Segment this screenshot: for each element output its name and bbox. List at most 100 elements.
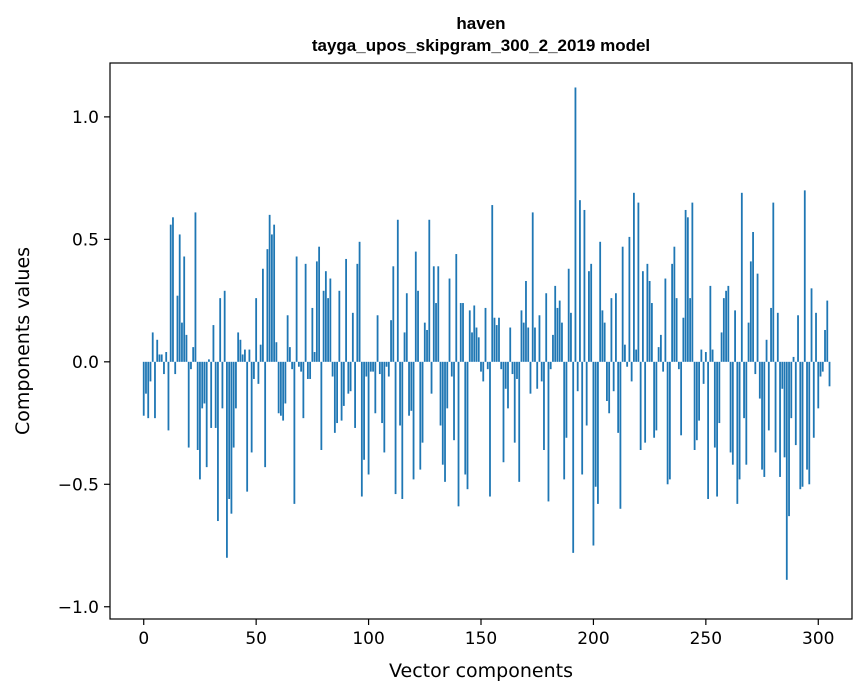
bar — [797, 315, 799, 362]
bar — [145, 361, 147, 394]
bar — [630, 361, 633, 382]
bar — [776, 312, 779, 362]
bar — [808, 361, 811, 485]
bar — [446, 361, 449, 409]
y-tick-label: 0.0 — [72, 353, 99, 373]
bar — [794, 361, 797, 446]
bar — [324, 271, 327, 362]
bar — [644, 361, 647, 443]
bar — [664, 278, 667, 362]
bar — [284, 361, 287, 404]
bar — [740, 192, 743, 362]
bar — [579, 200, 581, 362]
bar — [662, 361, 665, 372]
y-tick-label: −0.5 — [58, 475, 99, 495]
bar — [396, 219, 399, 362]
bar — [221, 361, 224, 409]
chart-subtitle: tayga_upos_skipgram_300_2_2019 model — [312, 36, 650, 55]
bar — [208, 359, 210, 362]
bar — [606, 361, 608, 402]
bar — [489, 361, 491, 497]
bar — [731, 361, 734, 465]
bar — [549, 361, 552, 370]
bar — [309, 361, 312, 379]
bar — [390, 320, 392, 362]
bar — [210, 361, 213, 428]
bar — [686, 217, 689, 362]
bar — [374, 361, 377, 414]
bar — [228, 361, 231, 499]
bar — [594, 361, 597, 487]
bar — [338, 290, 341, 362]
bar — [529, 361, 532, 394]
bar — [713, 361, 716, 448]
bar — [275, 342, 278, 362]
bar — [774, 361, 777, 453]
bar — [704, 352, 707, 362]
bar — [410, 361, 413, 411]
bar — [248, 349, 251, 362]
bar — [246, 361, 249, 492]
bar — [736, 361, 739, 504]
bar — [502, 361, 505, 463]
bar — [311, 307, 314, 362]
bar — [511, 361, 514, 375]
bar — [747, 322, 750, 362]
bar — [612, 361, 615, 392]
bar — [682, 317, 685, 362]
bar — [727, 285, 730, 362]
y-tick-label: 0.5 — [72, 230, 99, 250]
bar — [176, 295, 179, 362]
bar — [237, 332, 240, 362]
bar — [167, 361, 170, 431]
bar — [783, 361, 786, 458]
bar — [540, 361, 543, 382]
bar — [455, 254, 458, 362]
bar — [421, 361, 424, 443]
bar — [495, 325, 498, 362]
bar — [165, 352, 168, 362]
x-axis-label: Vector components — [389, 660, 573, 682]
bar — [641, 271, 644, 362]
bar — [230, 361, 233, 514]
bar — [583, 209, 586, 362]
bar — [226, 361, 228, 558]
chart-title: haven — [456, 14, 505, 33]
bar — [484, 307, 487, 362]
bar — [365, 361, 368, 377]
bar — [232, 361, 235, 448]
bar — [199, 361, 201, 480]
bar — [588, 271, 590, 362]
bar — [702, 361, 705, 384]
x-tick-label: 250 — [690, 629, 722, 649]
bar — [758, 361, 761, 399]
bar — [624, 344, 626, 362]
bar — [592, 361, 595, 546]
bar — [671, 263, 674, 362]
bar — [453, 361, 455, 441]
x-tick-label: 300 — [802, 629, 834, 649]
bar — [473, 305, 476, 362]
bar — [720, 332, 723, 362]
bar — [172, 217, 174, 362]
bar — [527, 327, 530, 362]
bar — [203, 361, 206, 404]
bar — [192, 347, 195, 362]
bar — [194, 212, 197, 362]
bar — [291, 361, 294, 370]
bar — [345, 258, 347, 362]
bar — [439, 361, 442, 426]
bar — [561, 322, 563, 362]
bar — [201, 361, 204, 409]
bar — [401, 361, 404, 499]
bar — [426, 329, 428, 362]
bar — [340, 361, 343, 421]
bar — [790, 361, 793, 419]
bar — [329, 278, 332, 362]
bar — [268, 214, 271, 362]
bar — [480, 361, 482, 372]
bar — [315, 261, 318, 362]
bar — [277, 361, 280, 414]
bar — [403, 332, 406, 362]
bar — [239, 339, 242, 362]
